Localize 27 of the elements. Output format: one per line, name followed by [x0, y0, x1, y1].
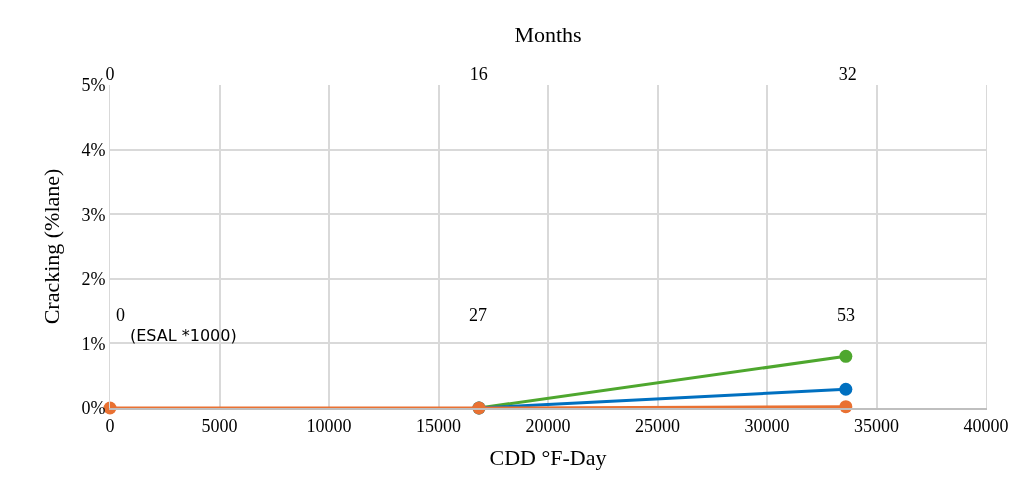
x-tick-label: 20000: [525, 415, 571, 436]
y-axis-title: Cracking (%lane): [39, 168, 65, 325]
x2-tick-label: 32: [838, 64, 857, 85]
x2-axis-title: Months: [514, 22, 582, 48]
y-tick-label: 0%: [81, 398, 106, 419]
x-tick-label: 40000: [963, 415, 1009, 436]
annotation: 0: [116, 305, 125, 325]
x-tick-label: 35000: [854, 415, 899, 436]
point: [839, 349, 853, 363]
point: [839, 382, 853, 396]
x-tick-label: 30000: [744, 415, 790, 436]
x2-tick-label: 16: [469, 64, 488, 85]
y-tick-label: 3%: [81, 204, 106, 225]
y-tick-label: 2%: [81, 269, 106, 290]
y-tick-label: 5%: [81, 75, 106, 96]
y-tick-label: 1%: [81, 333, 106, 354]
x-tick-label: 25000: [635, 415, 680, 436]
y-tick-label: 4%: [81, 139, 106, 160]
annotation: 53: [837, 305, 855, 325]
annotation: 27: [469, 305, 487, 325]
annotation: (ESAL *1000): [130, 326, 237, 345]
x-tick-label: 15000: [416, 415, 461, 436]
x-tick-label: 10000: [306, 415, 352, 436]
x-axis-title: CDD °F-Day: [489, 445, 607, 470]
x-tick-label: 0: [105, 415, 115, 436]
x-tick-label: 5000: [201, 415, 238, 436]
x2-tick-label: 0: [105, 64, 115, 85]
